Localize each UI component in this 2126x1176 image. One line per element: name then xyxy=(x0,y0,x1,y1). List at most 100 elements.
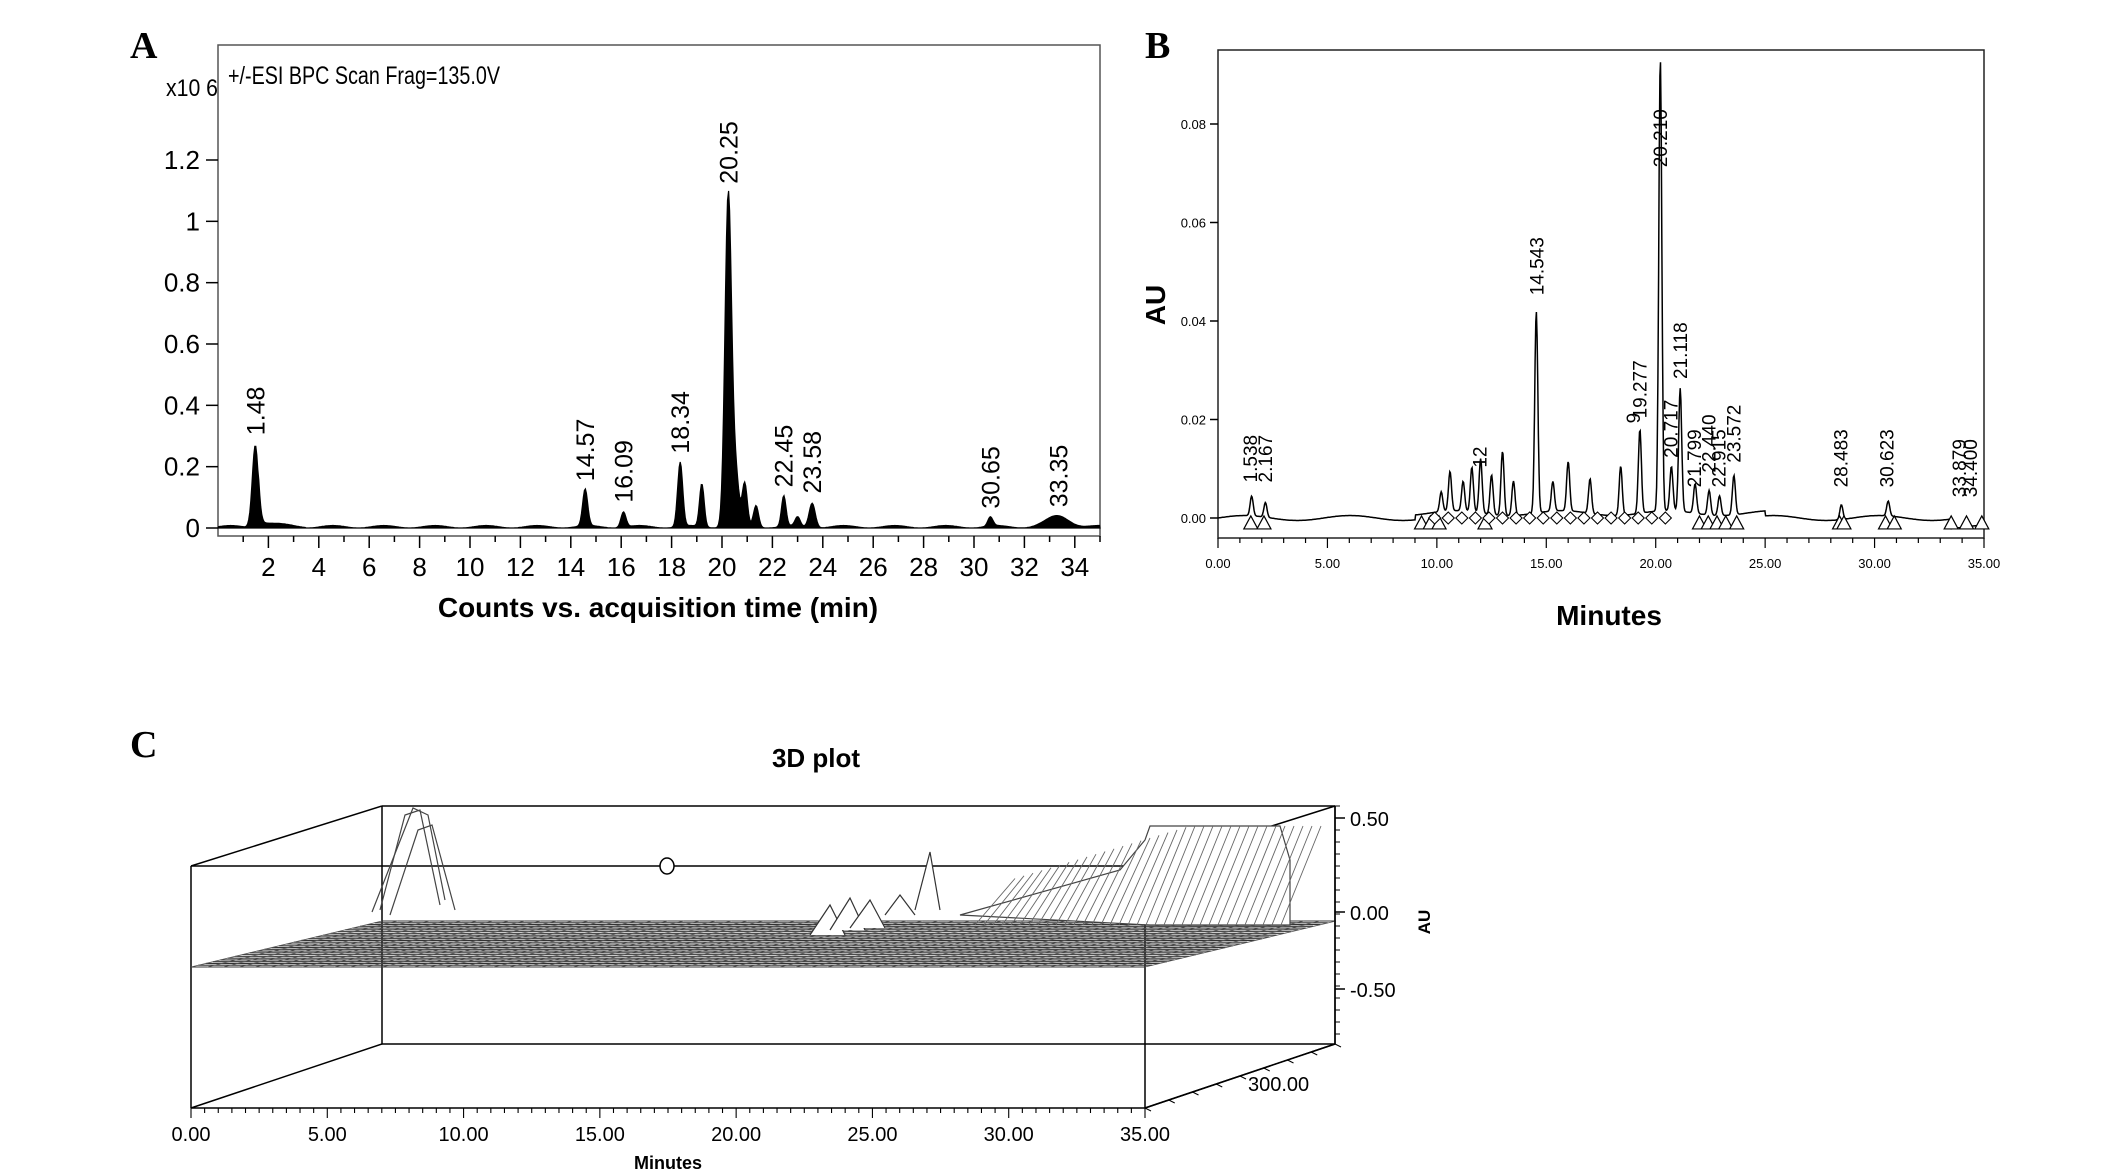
mesh-line xyxy=(286,920,478,968)
x-tick-label: 25.00 xyxy=(847,1124,897,1146)
peak-label: 20.210 xyxy=(1651,109,1672,167)
raised-outline xyxy=(959,825,1291,926)
mesh-line xyxy=(842,920,1034,968)
hatch-line xyxy=(1037,859,1079,926)
z-axis-title: AU xyxy=(1415,910,1434,935)
hatch-line xyxy=(1163,825,1205,926)
z-tick-label: -0.50 xyxy=(1350,980,1396,1002)
marker-circle xyxy=(659,857,675,875)
depth-tick xyxy=(1168,1099,1175,1104)
hatch-line xyxy=(1253,825,1295,926)
mesh-line xyxy=(190,920,383,968)
mesh-line xyxy=(1081,920,1273,968)
mesh-line xyxy=(254,920,446,968)
panel-b: 0.00 0.02 0.04 0.06 0.08 0.00 5.00 10.00 15.00 20… xyxy=(1140,49,2000,631)
peak-label: 22.45 xyxy=(771,425,799,488)
x-tick-label: 4 xyxy=(312,552,326,582)
hatch-line xyxy=(1055,853,1097,926)
mesh-line xyxy=(970,920,1162,968)
x-tick-label: 24 xyxy=(808,552,837,582)
x-tick-label: 15.00 xyxy=(575,1124,625,1146)
x-tick-label: 26 xyxy=(859,552,888,582)
z-tick-label: 0.00 xyxy=(1350,903,1389,925)
hatch-line xyxy=(1217,825,1259,926)
hatch-line xyxy=(1100,840,1142,926)
x-tick-label: 5.00 xyxy=(308,1124,347,1146)
y-axis-title: AU xyxy=(1140,285,1171,325)
mesh-line xyxy=(1065,920,1257,968)
chart-header: +/-ESI BPC Scan Frag=135.0V xyxy=(228,62,500,90)
peak-label: 9 xyxy=(1624,413,1645,424)
depth-tick xyxy=(1334,1043,1342,1048)
y-tick-label: 0 xyxy=(186,513,200,543)
mesh-line xyxy=(922,920,1114,968)
x-tick-label: 10.00 xyxy=(439,1124,489,1146)
peak-label: 21.799 xyxy=(1685,429,1706,487)
mesh-line xyxy=(1017,920,1209,968)
box-edge xyxy=(190,805,383,867)
hatch-line xyxy=(1262,825,1304,926)
depth-tick xyxy=(1239,1075,1247,1080)
peak-marker-diamond xyxy=(1590,511,1605,525)
mesh-line xyxy=(779,920,971,968)
peak-marker-triangle xyxy=(1728,514,1745,530)
mesh-line xyxy=(1144,920,1337,968)
mesh-line xyxy=(238,920,430,968)
mesh-line xyxy=(636,920,828,968)
peak-marker-triangle xyxy=(1973,514,1990,530)
peak-marker-diamond xyxy=(1482,511,1496,525)
box-edge xyxy=(190,1043,383,1109)
peak-marker-triangle xyxy=(1886,514,1903,530)
peak-marker-diamond xyxy=(1536,511,1550,525)
hatch-line xyxy=(1145,827,1187,926)
mesh-line xyxy=(397,920,589,968)
depth-tick xyxy=(1263,1067,1270,1072)
x-tick-label: 30 xyxy=(960,552,989,582)
hatch-line xyxy=(1208,825,1250,926)
peak-label: 33.879 xyxy=(1950,439,1971,497)
peak-label: 14.543 xyxy=(1528,237,1549,295)
peak-label: 12 xyxy=(1471,447,1492,468)
x-tick-label: 28 xyxy=(909,552,938,582)
peak-label: 28.483 xyxy=(1832,429,1853,487)
x-tick-label: 10 xyxy=(456,552,485,582)
x-tick-label: 35.00 xyxy=(1120,1124,1170,1146)
mesh-line xyxy=(381,920,573,968)
y-tick-label: 0.02 xyxy=(1181,413,1206,428)
peak-ridge xyxy=(379,809,441,911)
y-tick-label: 0.08 xyxy=(1181,117,1206,132)
mesh-line xyxy=(540,920,732,968)
peak-marker-diamond xyxy=(1550,511,1564,525)
mesh-line xyxy=(572,920,764,968)
peak-marker-triangle xyxy=(1835,514,1852,530)
hatch-line xyxy=(1028,862,1070,926)
mesh-line xyxy=(954,920,1146,968)
x-tick-label: 22 xyxy=(758,552,787,582)
depth-tick xyxy=(1311,1051,1318,1056)
hatch-line xyxy=(1010,867,1052,926)
surface-mesh xyxy=(190,920,1337,968)
x-tick-label: 18 xyxy=(657,552,686,582)
panel-letter-a: A xyxy=(130,25,158,67)
hatch-line xyxy=(1109,837,1151,926)
x-tick-label: 30.00 xyxy=(984,1124,1034,1146)
hatch-line xyxy=(1244,825,1286,926)
hatch-line xyxy=(1082,845,1124,926)
hatch-line xyxy=(974,878,1016,926)
y-tick-label: 1.2 xyxy=(164,145,200,175)
peak-label: 34.400 xyxy=(1961,439,1982,497)
y-tick-label: 0.2 xyxy=(164,452,200,482)
mesh-line xyxy=(652,920,844,968)
signal-trace xyxy=(217,190,1101,529)
peak-marker-diamond xyxy=(1468,511,1483,525)
hatch-line xyxy=(1091,843,1133,926)
mesh-line xyxy=(318,920,510,968)
hatch-line xyxy=(1154,825,1196,926)
hatch-line xyxy=(1190,825,1232,926)
y-tick-label: 0.04 xyxy=(1181,314,1206,329)
peak-ridge xyxy=(884,894,916,916)
surface-raised-region xyxy=(959,825,1322,926)
depth-tick xyxy=(1144,1107,1152,1112)
peak-label: 23.572 xyxy=(1725,405,1746,463)
mesh-line xyxy=(620,920,812,968)
